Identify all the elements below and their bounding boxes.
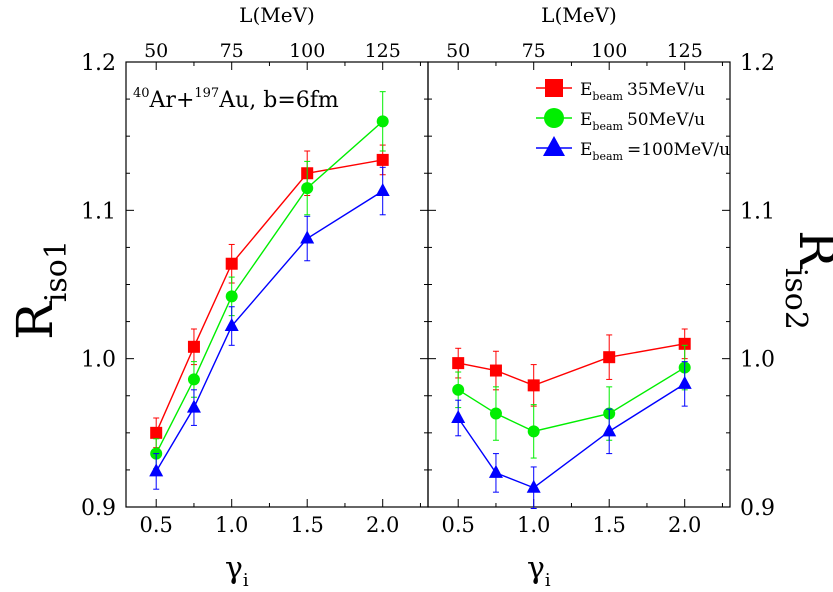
y-tick-label: 0.9 [740,496,775,521]
data-point-circle [452,383,465,396]
data-point-triangle [375,183,390,197]
legend-marker-square [545,79,563,97]
legend-label-main: E [580,140,592,160]
x-tick-label: 1.0 [517,513,550,537]
top-tick-label: 125 [365,40,401,62]
legend-label-sub: beam [592,90,623,103]
legend-entry-triangle: Ebeam =100MeV/u [536,136,730,163]
top-axis-title: L(MeV) [239,3,315,27]
data-point-triangle [526,479,541,493]
data-point-triangle [224,318,239,332]
data-point-square [452,357,465,370]
legend-label-main: E [580,80,592,100]
legend-label-value: 35MeV/u [627,80,705,100]
y-tick-label: 1.2 [81,51,116,76]
data-point-triangle [149,463,164,477]
legend-label: Ebeam =100MeV/u [580,140,730,163]
annotation-mass-1: 40 [133,86,150,101]
data-point-square [376,153,389,166]
series-triangle-right [451,361,692,509]
data-point-triangle [677,375,692,389]
data-point-triangle [602,423,617,437]
legend-entry-square: Ebeam 35MeV/u [536,79,705,103]
x-axis-title-main: γ [527,551,545,586]
series-triangle-left [149,166,390,490]
y-tick-label: 1.1 [81,199,116,224]
x-tick-label: 0.5 [441,513,474,537]
legend-label-main: E [580,110,592,130]
y-axis-title-main: R [788,230,833,269]
top-tick-label: 100 [591,40,627,62]
annotation-text-2: Au, b=6fm [218,88,339,113]
y-axis-title: Riso1 [6,240,74,340]
y-axis-title: Riso2 [778,230,833,330]
data-point-circle [301,182,314,195]
y-axis-title-main: R [6,301,64,340]
legend-label-sub: beam [592,120,623,133]
data-point-circle [527,425,540,438]
data-point-square [527,379,540,392]
data-point-square [150,426,163,439]
series-circle-right [452,344,691,459]
top-tick-label: 75 [522,40,546,62]
data-point-triangle [451,410,466,423]
top-tick-label: 50 [446,40,470,62]
top-tick-label: 125 [667,40,703,62]
y-tick-label: 1.2 [740,51,775,76]
data-point-square [603,351,616,364]
data-point-circle [187,373,200,386]
legend-marker-circle [544,108,564,128]
legend-label-value: =100MeV/u [627,140,730,160]
data-point-triangle [186,399,201,413]
x-tick-label: 1.0 [215,513,248,537]
series-square-left [150,144,389,449]
series-line [457,366,686,433]
data-point-triangle [488,464,503,478]
x-tick-label: 2.0 [668,513,701,537]
legend-label-value: 50MeV/u [627,110,705,130]
annotation-text-1: Ar+ [149,88,195,113]
y-tick-label: 1.0 [740,348,775,373]
legend-label: Ebeam 35MeV/u [580,80,705,103]
top-tick-label: 100 [289,40,325,62]
series-square-right [452,328,691,407]
data-point-circle [376,115,389,128]
x-tick-label: 0.5 [139,513,172,537]
annotation-mass-2: 197 [194,86,219,101]
y-axis-title-sub: iso1 [39,240,74,302]
y-tick-label: 1.0 [81,348,116,373]
data-point-square [489,364,502,377]
x-axis-title-sub: i [545,570,551,591]
y-axis-title-sub: iso2 [778,268,813,330]
x-axis-title: γi [225,551,249,591]
data-point-square [678,337,691,350]
y-tick-label: 1.1 [740,199,775,224]
legend-entry-circle: Ebeam 50MeV/u [536,108,705,133]
data-point-triangle [300,230,315,244]
x-tick-label: 1.5 [290,513,323,537]
legend-label: Ebeam 50MeV/u [580,110,705,133]
x-axis-title-sub: i [243,570,249,591]
x-axis-title: γi [527,551,551,591]
series-line [155,120,384,454]
data-point-square [225,257,238,270]
series-line [155,159,383,434]
data-point-circle [225,290,238,303]
series-circle-left [150,91,389,469]
data-point-circle [489,407,502,420]
legend-marker-triangle [543,136,565,156]
legend-label-sub: beam [592,150,623,163]
top-tick-label: 75 [220,40,244,62]
series-line [155,190,384,472]
x-axis-title-main: γ [225,551,243,586]
x-tick-label: 2.0 [366,513,399,537]
reaction-annotation: 40Ar+197Au, b=6fm [133,86,339,113]
y-tick-label: 0.9 [81,496,116,521]
x-tick-label: 1.5 [592,513,625,537]
top-axis-title: L(MeV) [541,3,617,27]
data-point-square [187,340,200,353]
top-tick-label: 50 [144,40,168,62]
